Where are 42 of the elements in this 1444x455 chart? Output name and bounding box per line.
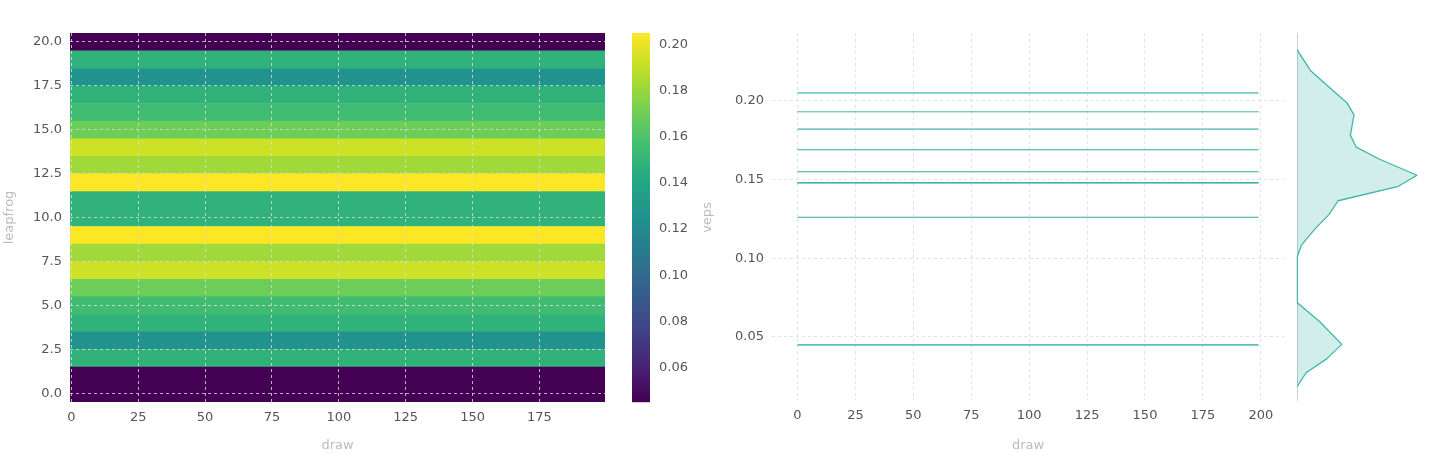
- color-bar-label: 0.20: [659, 35, 688, 51]
- color-bar-label: 0.18: [659, 82, 688, 98]
- x-tick-label: 100: [1016, 407, 1042, 423]
- x-tick-label: 50: [905, 407, 922, 423]
- x-axis-title: draw: [1011, 436, 1045, 452]
- y-tick-label: 0.10: [735, 249, 764, 265]
- color-bar-label: 0.16: [659, 128, 688, 144]
- x-tick-label: 200: [1248, 407, 1274, 423]
- y-tick-label: 15.0: [33, 121, 62, 137]
- color-bar-label: 0.12: [659, 220, 688, 236]
- y-tick-label: 0.15: [735, 170, 764, 186]
- color-bar-title: veps: [699, 201, 715, 233]
- x-axis-title: draw: [321, 436, 354, 452]
- x-tick-label: 25: [129, 409, 147, 425]
- x-tick-label: 125: [393, 409, 419, 425]
- x-tick-label: 100: [326, 409, 352, 425]
- x-tick-label: 75: [263, 409, 281, 425]
- x-tick-label: 150: [1132, 407, 1158, 423]
- y-tick-label: 0.0: [41, 384, 62, 400]
- y-axis-title: leapfrog: [1, 190, 17, 245]
- y-tick-label: 17.5: [33, 77, 62, 93]
- color-bar-label: 0.10: [659, 266, 688, 282]
- x-tick-label: 175: [527, 409, 552, 425]
- y-tick-label: 7.5: [41, 252, 62, 268]
- y-tick-label: 12.5: [33, 164, 62, 180]
- color-bar-label: 0.14: [659, 174, 688, 190]
- x-tick-label: 25: [847, 407, 864, 423]
- y-tick-label: 2.5: [41, 340, 62, 356]
- color-bar-label: 0.08: [659, 312, 688, 328]
- x-tick-label: 0: [67, 409, 76, 425]
- y-tick-label: 10.0: [33, 208, 62, 224]
- x-tick-label: 150: [460, 409, 485, 425]
- y-tick-label: 5.0: [41, 296, 62, 312]
- x-tick-label: 175: [1190, 407, 1216, 423]
- y-tick-label: 20.0: [33, 33, 62, 49]
- color-bar-label: 0.06: [659, 358, 688, 374]
- x-tick-label: 0: [793, 407, 802, 423]
- x-tick-label: 75: [962, 407, 980, 423]
- x-tick-label: 50: [196, 409, 214, 425]
- y-tick-label: 0.05: [735, 328, 764, 344]
- x-tick-label: 125: [1074, 407, 1100, 423]
- y-tick-label: 0.20: [735, 92, 764, 108]
